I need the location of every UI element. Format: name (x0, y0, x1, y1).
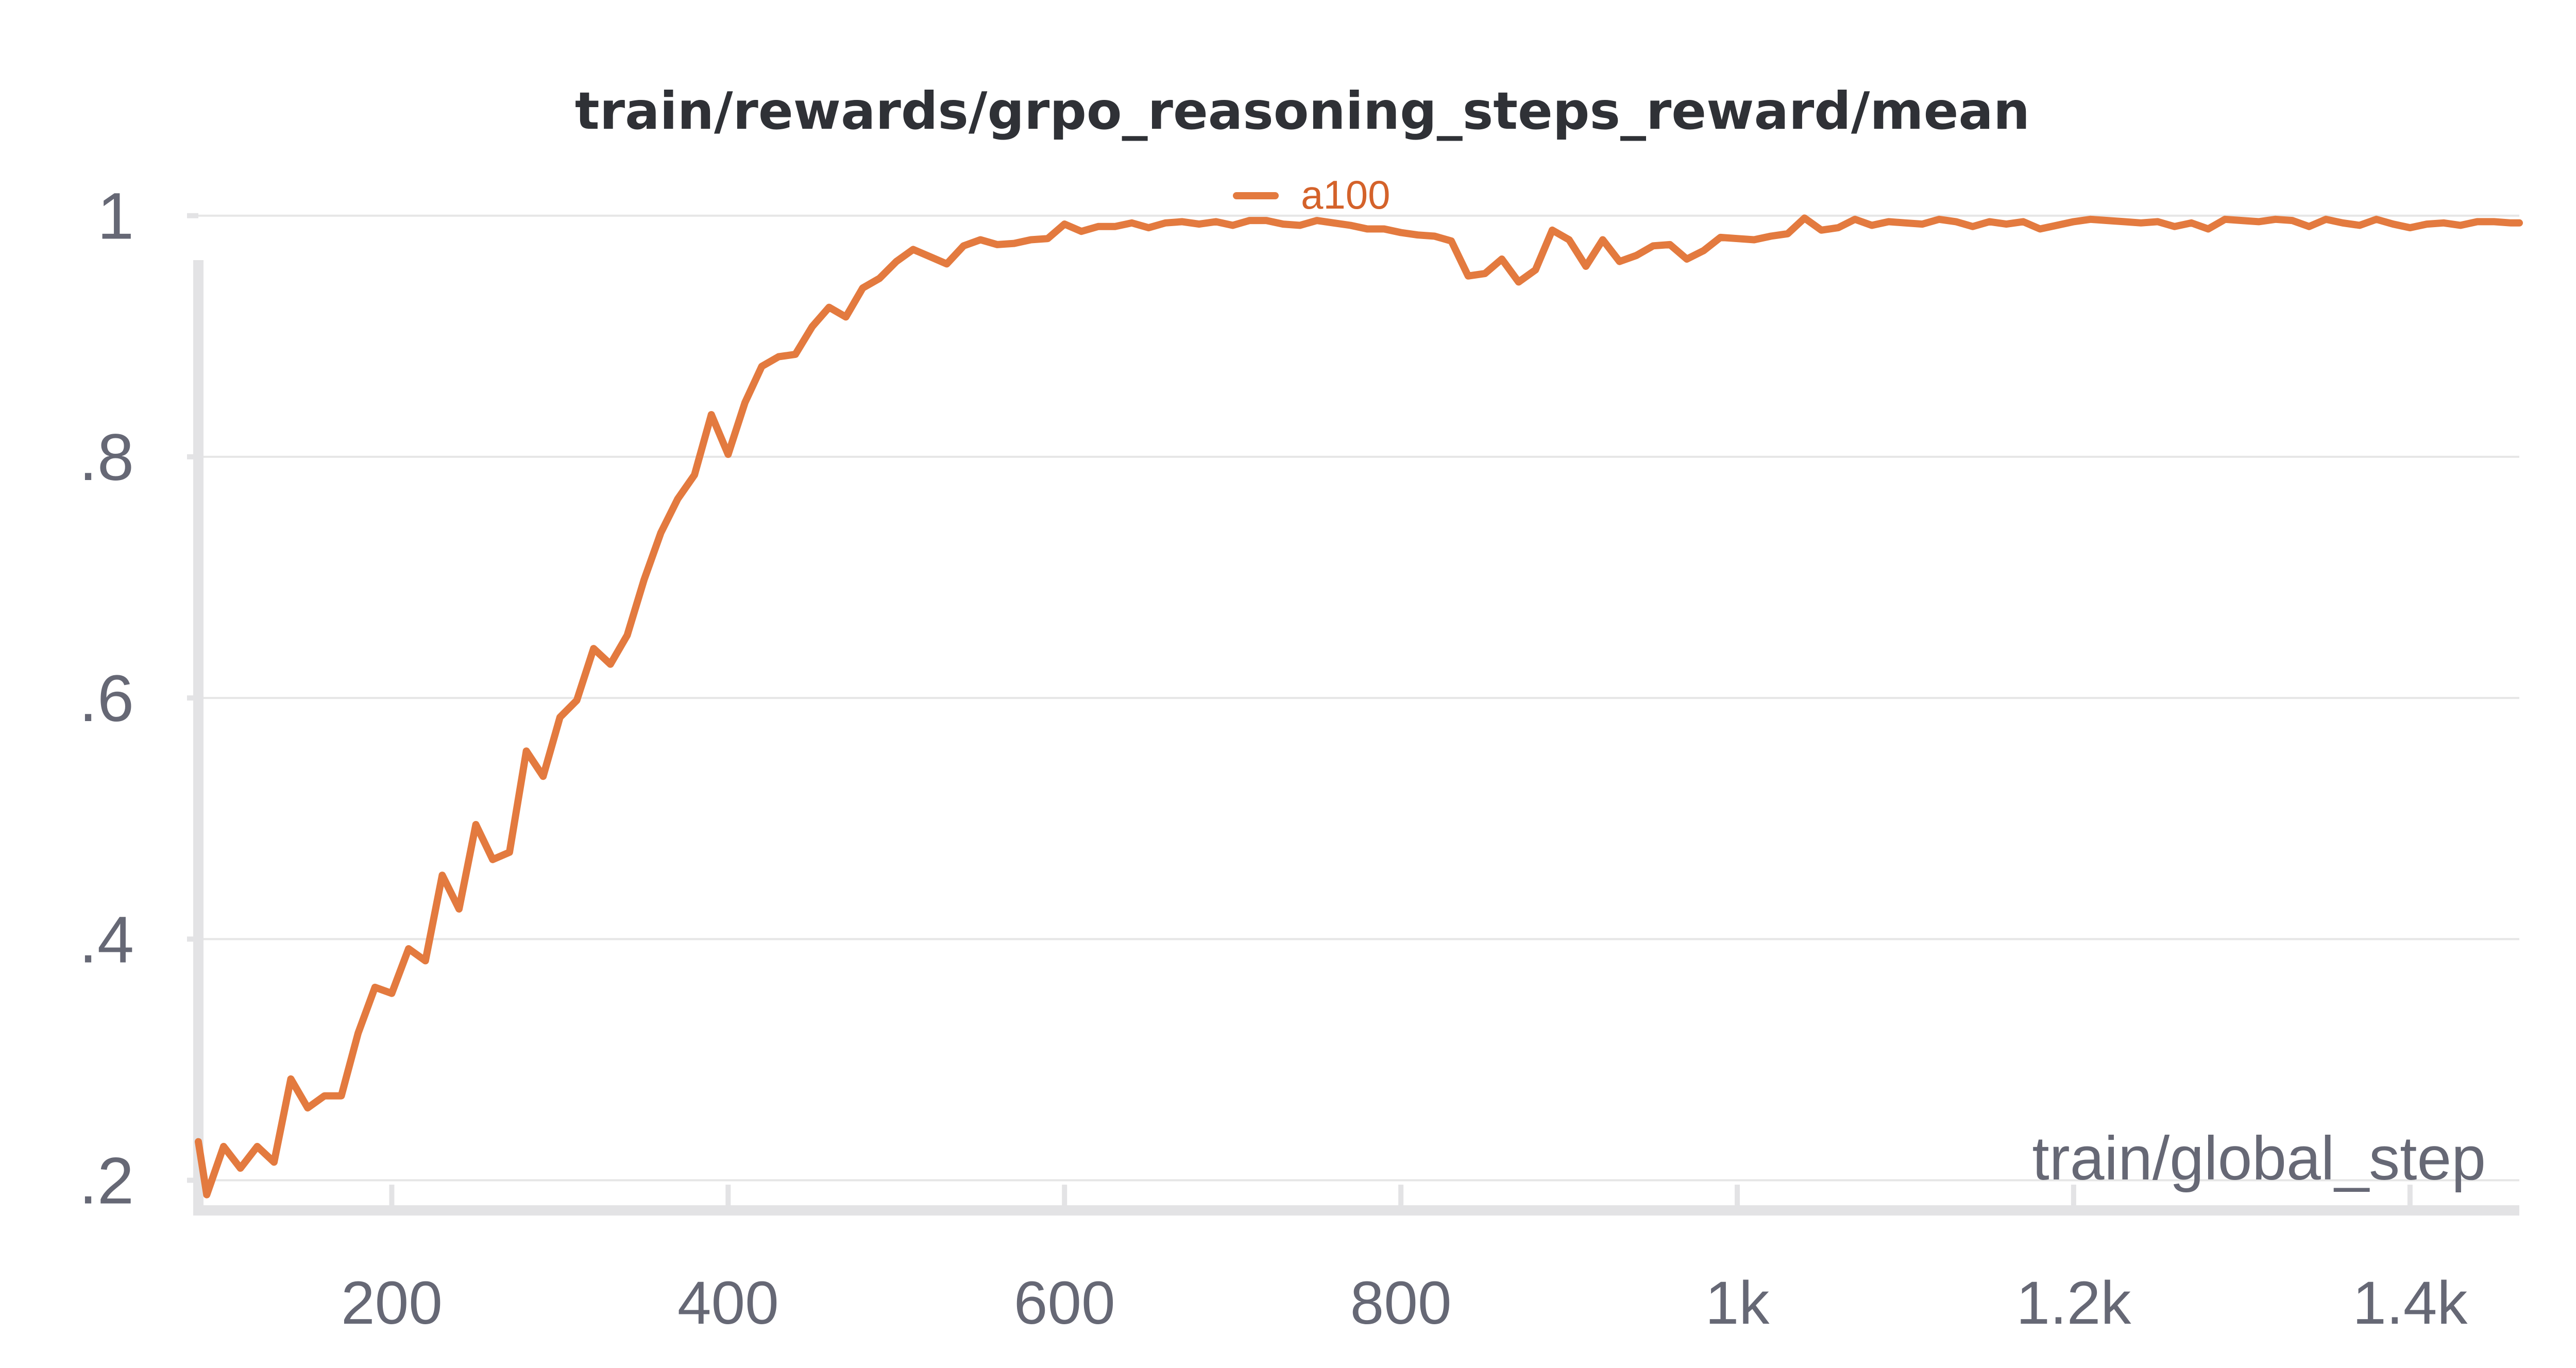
y-tick-label: .4 (79, 903, 134, 977)
x-tick-label: 1.4k (2352, 1269, 2468, 1337)
x-tick-label: 1k (1705, 1269, 1770, 1337)
x-tick-label: 200 (341, 1269, 443, 1337)
tick-labels: .2 .4 .6 .8 1 200 400 600 800 1k 1.2k 1.4k (79, 180, 2468, 1337)
x-tick-label: 400 (677, 1269, 779, 1337)
y-tick-label: 1 (97, 180, 134, 253)
legend-label-a100: a100 (1301, 172, 1391, 217)
y-tick-label: .2 (79, 1144, 134, 1218)
legend[interactable]: a100 (1233, 172, 1391, 217)
x-tick-label: 600 (1014, 1269, 1115, 1337)
x-tick-label: 800 (1350, 1269, 1452, 1337)
x-axis-label: train/global_step (2032, 1124, 2486, 1193)
series-line-a100 (195, 214, 2523, 1199)
chart-title: train/rewards/grpo_reasoning_steps_rewar… (575, 81, 2030, 141)
y-tick-label: .6 (79, 662, 134, 736)
grid-lines (187, 213, 2519, 1183)
y-tick-label: .8 (79, 421, 134, 494)
series-lines (195, 214, 2523, 1199)
x-tick-label: 1.2k (2016, 1269, 2131, 1337)
axes (193, 260, 2519, 1216)
